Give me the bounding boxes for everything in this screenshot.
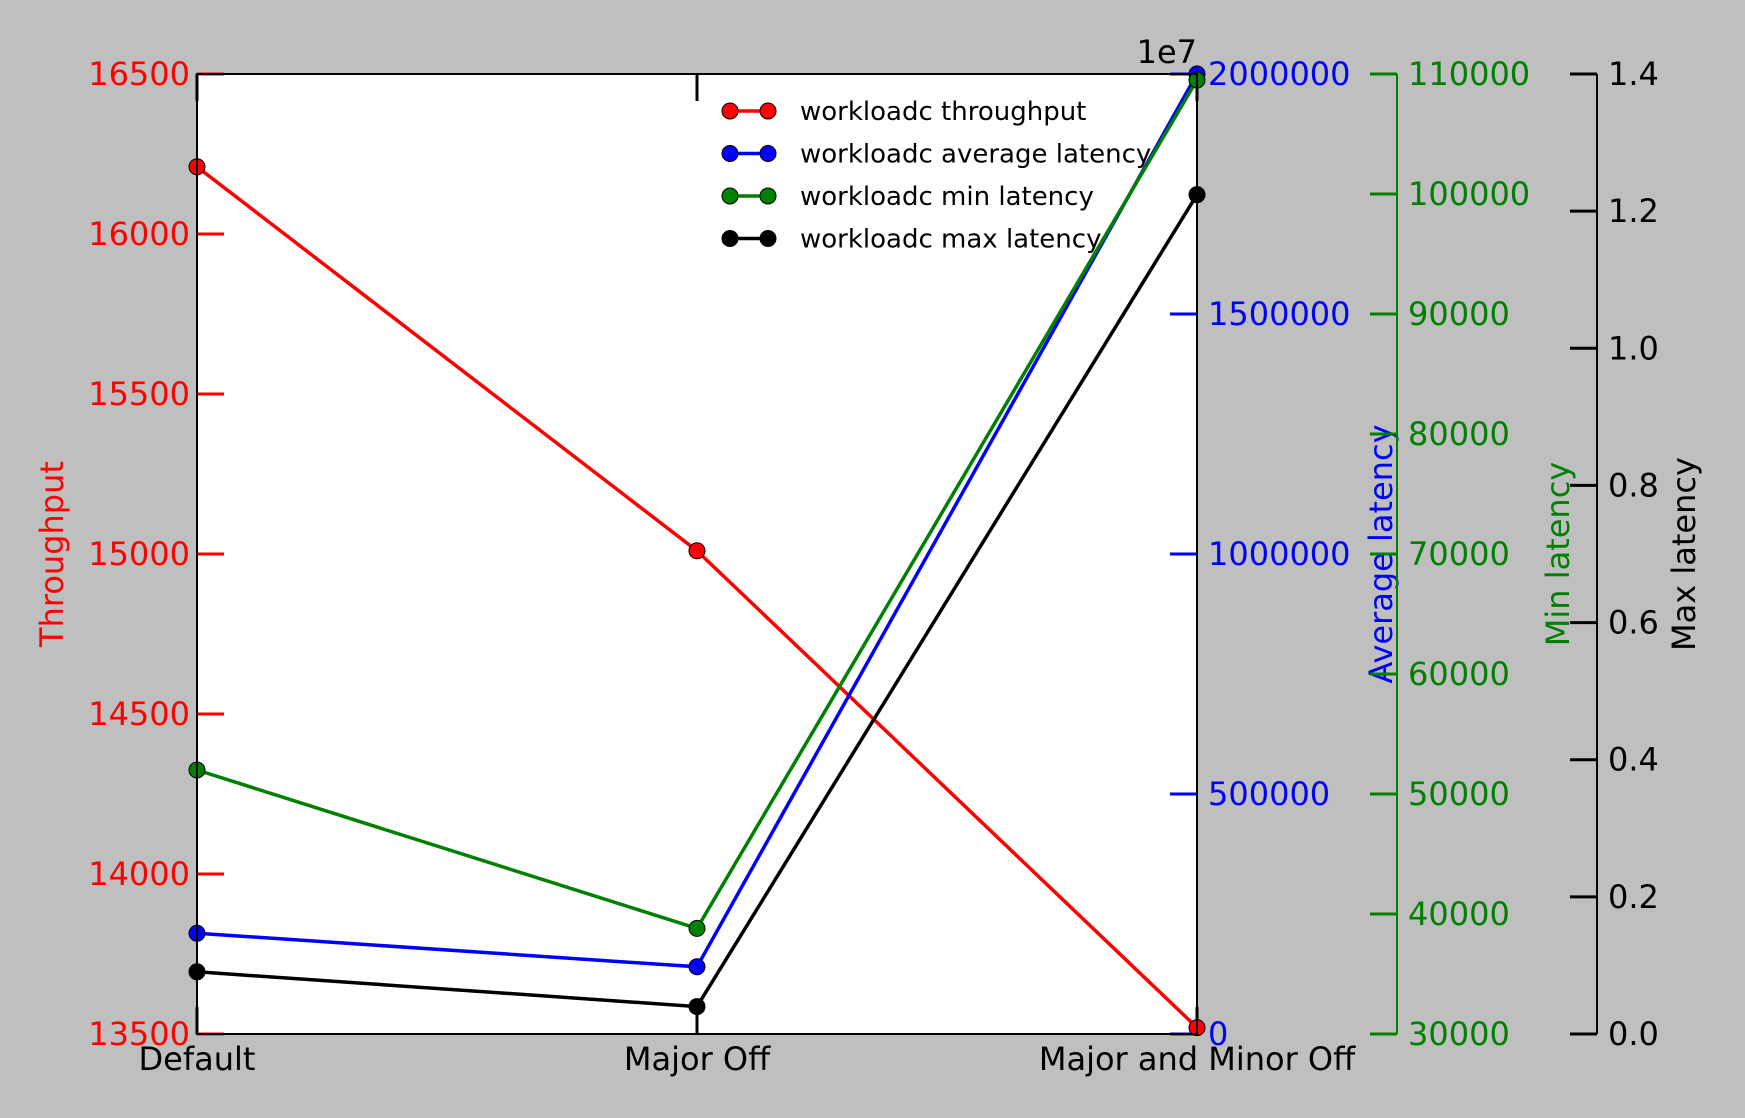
max-tick-label: 0.4 — [1608, 741, 1659, 779]
min-tick-label: 50000 — [1408, 775, 1510, 813]
min-axis-title: Min latency — [1539, 462, 1577, 647]
throughput-tick-label: 14000 — [88, 855, 190, 893]
min-tick-label: 110000 — [1408, 55, 1530, 93]
legend-marker — [721, 102, 739, 120]
throughput-axis-title: Throughput — [33, 461, 71, 648]
plot-frame — [196, 73, 1198, 1035]
max-tick-label: 0.6 — [1608, 604, 1659, 642]
max-tick-label: 1.2 — [1608, 192, 1659, 230]
legend-marker — [759, 187, 777, 205]
series-point-throughput — [688, 542, 706, 560]
max-axis-title: Max latency — [1665, 457, 1703, 651]
max-tick-label: 0.8 — [1608, 466, 1659, 504]
throughput-tick-label: 15000 — [88, 535, 190, 573]
avg-tick-label: 1500000 — [1208, 295, 1351, 333]
legend-label: workloadc min latency — [800, 182, 1094, 212]
throughput-tick-label: 16000 — [88, 215, 190, 253]
legend-marker — [721, 187, 739, 205]
legend-label: workloadc max latency — [800, 225, 1101, 255]
min-tick-label: 30000 — [1408, 1015, 1510, 1053]
min-tick-label: 90000 — [1408, 295, 1510, 333]
max-tick-label: 0.0 — [1608, 1015, 1659, 1053]
avg-offset-text: 1e7 — [1137, 33, 1197, 71]
series-point-avg — [688, 958, 706, 976]
legend-marker — [759, 230, 777, 247]
avg-tick-label: 2000000 — [1208, 55, 1351, 93]
series-point-max — [688, 998, 706, 1016]
max-tick-label: 1.0 — [1608, 329, 1659, 367]
legend-marker — [759, 102, 777, 120]
avg-tick-label: 0 — [1208, 1015, 1228, 1053]
min-tick-label: 100000 — [1408, 175, 1530, 213]
throughput-tick-label: 16500 — [88, 55, 190, 93]
legend-marker — [721, 145, 739, 162]
min-tick-label: 80000 — [1408, 415, 1510, 453]
legend-label: workloadc average latency — [800, 140, 1151, 170]
legend-label: workloadc throughput — [800, 97, 1086, 127]
series-point-min — [688, 919, 706, 937]
legend-marker — [721, 230, 739, 247]
x-tick-label: Major Off — [624, 1040, 771, 1078]
throughput-tick-label: 15500 — [88, 375, 190, 413]
throughput-tick-label: 14500 — [88, 695, 190, 733]
x-tick-label: Major and Minor Off — [1039, 1040, 1356, 1078]
max-tick-label: 1.4 — [1608, 55, 1659, 93]
throughput-tick-label: 13500 — [88, 1015, 190, 1053]
min-tick-label: 40000 — [1408, 895, 1510, 933]
min-tick-label: 60000 — [1408, 655, 1510, 693]
min-tick-label: 70000 — [1408, 535, 1510, 573]
legend-marker — [759, 145, 777, 162]
avg-tick-label: 500000 — [1208, 775, 1330, 813]
max-tick-label: 0.2 — [1608, 878, 1659, 916]
avg-tick-label: 1000000 — [1208, 535, 1351, 573]
x-tick-label: Default — [139, 1040, 256, 1078]
